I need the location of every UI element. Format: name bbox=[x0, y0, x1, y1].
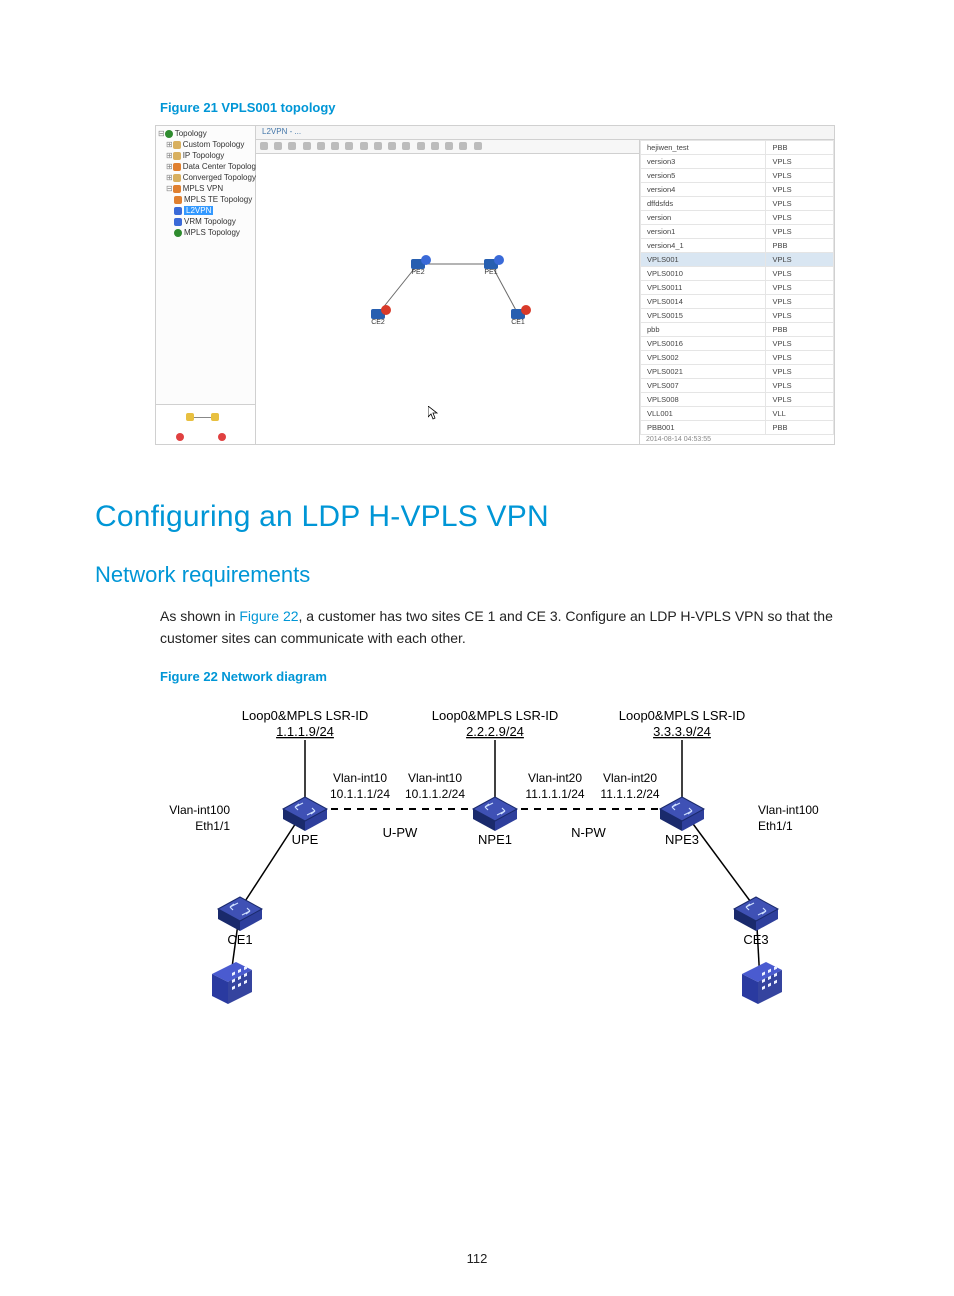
svg-text:Vlan-int100: Vlan-int100 bbox=[758, 803, 819, 817]
page-number: 112 bbox=[0, 1251, 954, 1266]
tree-item[interactable]: L2VPN bbox=[158, 205, 253, 216]
table-row[interactable]: VLL001VLL bbox=[641, 407, 834, 421]
vpn-table[interactable]: hejiwen_testPBBversion3VPLSversion5VPLSv… bbox=[639, 140, 834, 444]
topology-screenshot: ⊟Topology⊞Custom Topology⊞IP Topology⊞Da… bbox=[155, 125, 835, 445]
svg-text:2.2.2.9/24: 2.2.2.9/24 bbox=[466, 724, 524, 739]
toolbar-icon[interactable] bbox=[459, 142, 467, 150]
svg-text:Loop0&MPLS LSR-ID: Loop0&MPLS LSR-ID bbox=[242, 708, 368, 723]
topology-node[interactable]: CE1 bbox=[511, 309, 525, 326]
table-row[interactable]: VPLS007VPLS bbox=[641, 379, 834, 393]
table-row[interactable]: version4VPLS bbox=[641, 183, 834, 197]
svg-text:11.1.1.1/24: 11.1.1.1/24 bbox=[525, 787, 584, 801]
table-row[interactable]: VPLS0015VPLS bbox=[641, 309, 834, 323]
svg-text:Vlan-int20: Vlan-int20 bbox=[603, 771, 657, 785]
table-row[interactable]: version4_1PBB bbox=[641, 239, 834, 253]
svg-text:Loop0&MPLS LSR-ID: Loop0&MPLS LSR-ID bbox=[619, 708, 745, 723]
svg-text:U-PW: U-PW bbox=[383, 825, 418, 840]
svg-text:CE1: CE1 bbox=[227, 932, 252, 947]
table-row[interactable]: version3VPLS bbox=[641, 155, 834, 169]
table-row[interactable]: PBB001PBB bbox=[641, 421, 834, 435]
toolbar-icon[interactable] bbox=[288, 142, 296, 150]
table-row[interactable]: VPLS001VPLS bbox=[641, 253, 834, 267]
svg-text:11.1.1.2/24: 11.1.1.2/24 bbox=[600, 787, 659, 801]
toolbar-icon[interactable] bbox=[317, 142, 325, 150]
table-row[interactable]: VPLS0011VPLS bbox=[641, 281, 834, 295]
table-row[interactable]: version1VPLS bbox=[641, 225, 834, 239]
figure21-caption: Figure 21 VPLS001 topology bbox=[95, 100, 859, 115]
svg-text:3.3.3.9/24: 3.3.3.9/24 bbox=[653, 724, 711, 739]
figure22-link[interactable]: Figure 22 bbox=[239, 608, 298, 624]
svg-text:NPE1: NPE1 bbox=[478, 832, 512, 847]
tree-item[interactable]: ⊞Data Center Topology bbox=[158, 161, 253, 172]
svg-text:1.1.1.9/24: 1.1.1.9/24 bbox=[276, 724, 334, 739]
toolbar-icon[interactable] bbox=[445, 142, 453, 150]
tree-item[interactable]: ⊞Converged Topology bbox=[158, 172, 253, 183]
svg-text:Vlan-int100: Vlan-int100 bbox=[169, 803, 230, 817]
table-row[interactable]: VPLS0010VPLS bbox=[641, 267, 834, 281]
toolbar-icon[interactable] bbox=[417, 142, 425, 150]
breadcrumb[interactable]: L2VPN - ... bbox=[256, 126, 834, 140]
network-diagram: Loop0&MPLS LSR-ID1.1.1.9/24Loop0&MPLS LS… bbox=[95, 694, 859, 1009]
cursor-icon bbox=[428, 406, 438, 420]
toolbar-icon[interactable] bbox=[331, 142, 339, 150]
table-row[interactable]: VPLS0021VPLS bbox=[641, 365, 834, 379]
svg-text:10.1.1.1/24: 10.1.1.1/24 bbox=[330, 787, 390, 801]
figure22-caption: Figure 22 Network diagram bbox=[95, 669, 859, 684]
body-pre: As shown in bbox=[160, 608, 239, 624]
topology-node[interactable]: CE2 bbox=[371, 309, 385, 326]
svg-text:Vlan-int10: Vlan-int10 bbox=[333, 771, 387, 785]
table-row[interactable]: VPLS008VPLS bbox=[641, 393, 834, 407]
svg-text:Vlan-int10: Vlan-int10 bbox=[408, 771, 462, 785]
table-row[interactable]: version5VPLS bbox=[641, 169, 834, 183]
svg-text:Loop0&MPLS LSR-ID: Loop0&MPLS LSR-ID bbox=[432, 708, 558, 723]
minimap bbox=[156, 404, 256, 444]
heading-1: Configuring an LDP H-VPLS VPN bbox=[95, 500, 859, 534]
heading-2: Network requirements bbox=[95, 562, 859, 588]
svg-text:NPE3: NPE3 bbox=[665, 832, 699, 847]
toolbar-icon[interactable] bbox=[303, 142, 311, 150]
svg-text:Eth1/1: Eth1/1 bbox=[195, 819, 230, 833]
table-row[interactable]: VPLS0016VPLS bbox=[641, 337, 834, 351]
table-row[interactable]: pbbPBB bbox=[641, 323, 834, 337]
svg-text:10.1.1.2/24: 10.1.1.2/24 bbox=[405, 787, 465, 801]
body-paragraph: As shown in Figure 22, a customer has tw… bbox=[95, 606, 859, 649]
tree-item[interactable]: ⊞Custom Topology bbox=[158, 139, 253, 150]
toolbar-icon[interactable] bbox=[388, 142, 396, 150]
svg-text:Vlan-int20: Vlan-int20 bbox=[528, 771, 582, 785]
topology-node[interactable]: PE2 bbox=[411, 259, 425, 276]
toolbar-icon[interactable] bbox=[274, 142, 282, 150]
tree-item[interactable]: MPLS Topology bbox=[158, 227, 253, 238]
table-row[interactable]: VPLS0014VPLS bbox=[641, 295, 834, 309]
toolbar-icon[interactable] bbox=[374, 142, 382, 150]
table-row[interactable]: versionVPLS bbox=[641, 211, 834, 225]
toolbar-icon[interactable] bbox=[260, 142, 268, 150]
toolbar[interactable] bbox=[256, 140, 639, 154]
toolbar-icon[interactable] bbox=[431, 142, 439, 150]
topology-canvas[interactable]: PE2 PE1 CE2 CE1 bbox=[256, 154, 639, 444]
svg-text:Eth1/1: Eth1/1 bbox=[758, 819, 793, 833]
sidebar: ⊟Topology⊞Custom Topology⊞IP Topology⊞Da… bbox=[156, 126, 256, 406]
toolbar-icon[interactable] bbox=[345, 142, 353, 150]
svg-text:UPE: UPE bbox=[292, 832, 319, 847]
svg-text:CE3: CE3 bbox=[743, 932, 768, 947]
table-row[interactable]: hejiwen_testPBB bbox=[641, 141, 834, 155]
tree-item[interactable]: VRM Topology bbox=[158, 216, 253, 227]
tree-item[interactable]: MPLS TE Topology bbox=[158, 194, 253, 205]
table-row[interactable]: VPLS002VPLS bbox=[641, 351, 834, 365]
tree-item[interactable]: ⊟MPLS VPN bbox=[158, 183, 253, 194]
toolbar-icon[interactable] bbox=[360, 142, 368, 150]
tree-item[interactable]: ⊞IP Topology bbox=[158, 150, 253, 161]
toolbar-icon[interactable] bbox=[474, 142, 482, 150]
timestamp: 2014-08-14 04:53:55 bbox=[646, 436, 711, 443]
topology-node[interactable]: PE1 bbox=[484, 259, 498, 276]
table-row[interactable]: dffdsfdsVPLS bbox=[641, 197, 834, 211]
tree-item[interactable]: ⊟Topology bbox=[158, 128, 253, 139]
svg-text:N-PW: N-PW bbox=[571, 825, 606, 840]
toolbar-icon[interactable] bbox=[402, 142, 410, 150]
